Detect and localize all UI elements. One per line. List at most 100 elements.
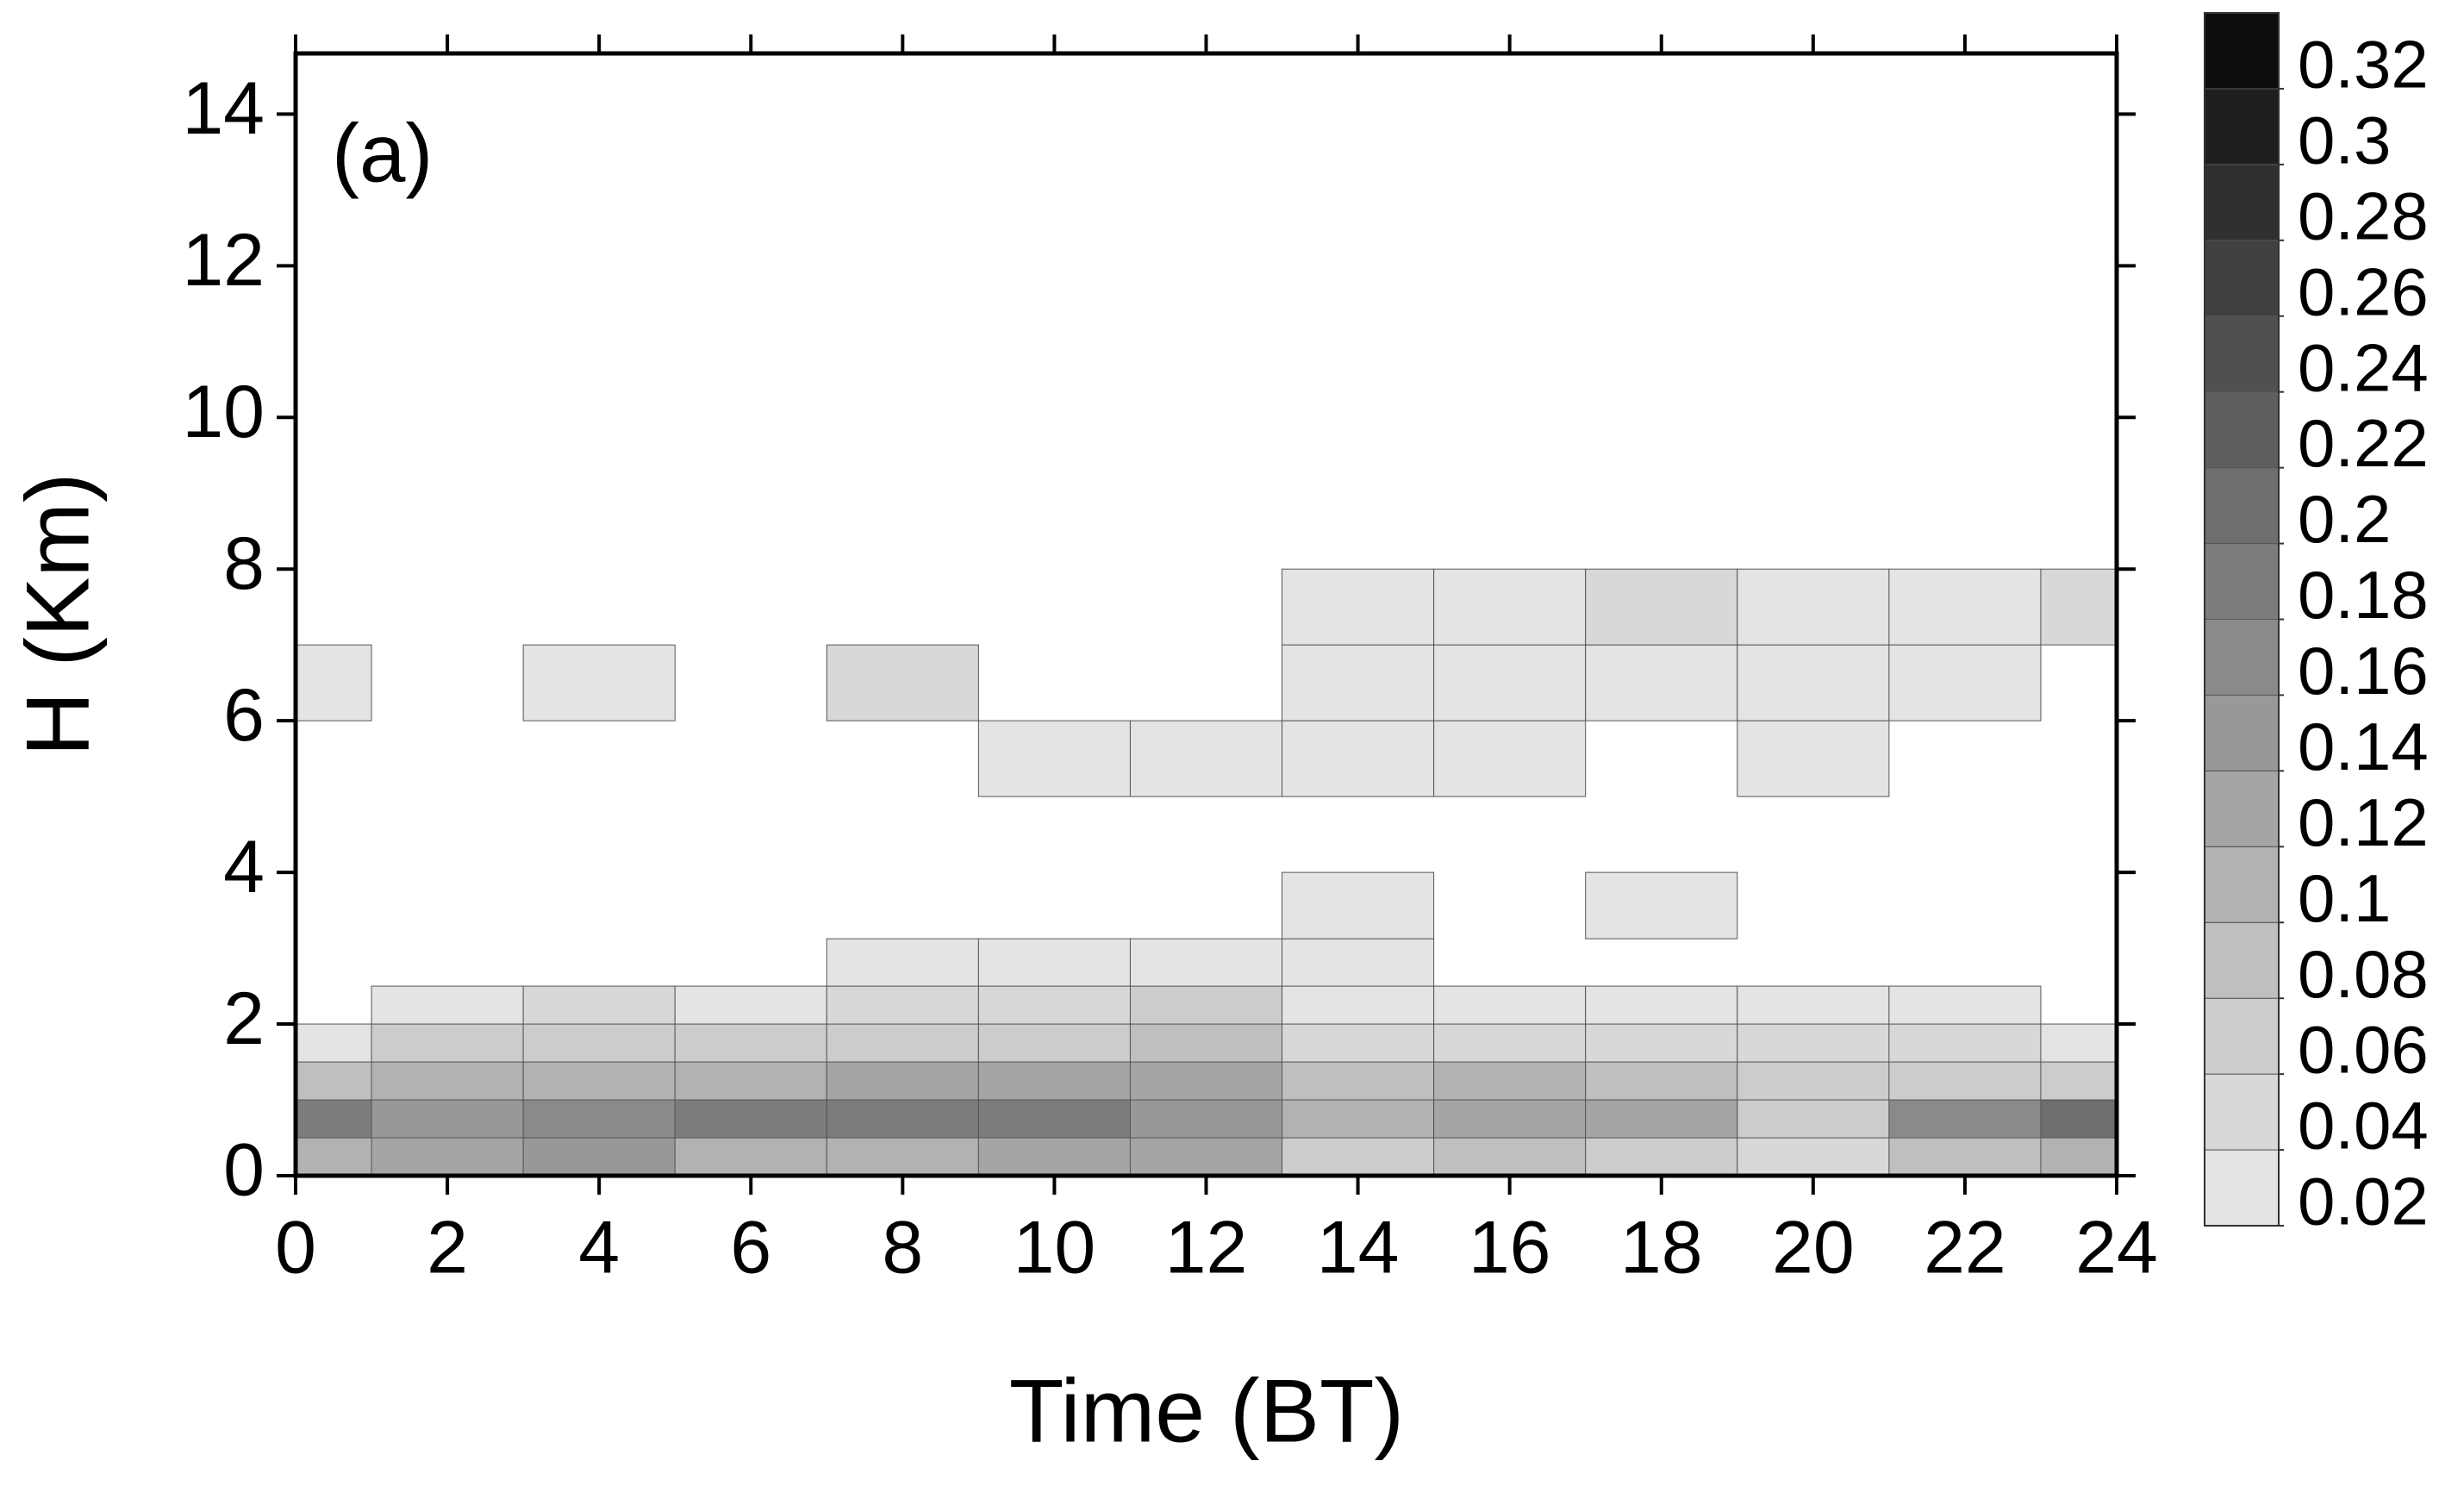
y-tick-label: 2 (223, 977, 265, 1060)
contour-cell (1585, 568, 1738, 646)
x-tick-label: 14 (1317, 1207, 1400, 1289)
contour-cell (523, 721, 675, 796)
contour-cell (1737, 985, 1890, 1025)
contour-cell (1130, 872, 1282, 939)
colorbar-band (2204, 1073, 2280, 1151)
y-axis-title: H (Km) (8, 472, 108, 756)
y-tick-label: 10 (182, 371, 265, 453)
colorbar-band (2204, 391, 2280, 469)
contour-cell (826, 1061, 979, 1101)
contour-cell (675, 939, 827, 986)
contour-cell (827, 872, 978, 939)
contour-cell (1586, 796, 1737, 872)
contour-cell (523, 872, 675, 939)
contour-cell (522, 985, 676, 1025)
colorbar-band (2204, 694, 2280, 771)
contour-cell (523, 939, 675, 986)
contour-cell (371, 1061, 524, 1101)
colorbar-band (2204, 12, 2280, 90)
contour-cell (1282, 644, 1435, 721)
y-tick-label: 12 (182, 219, 265, 302)
contour-cell (1129, 985, 1283, 1025)
contour-cell (1888, 985, 2042, 1025)
y-tick-label: 8 (223, 522, 265, 605)
colorbar-tick-label: 0.1 (2298, 860, 2391, 936)
contour-cell (1129, 1023, 1283, 1063)
contour-cell (978, 569, 1130, 645)
contour-cell (2041, 872, 2117, 939)
contour-cell (2041, 645, 2117, 721)
contour-cell (522, 1137, 676, 1177)
contour-cell (827, 796, 978, 872)
colorbar-tick-label: 0.26 (2298, 253, 2429, 329)
colorbar-band (2204, 921, 2280, 999)
colorbar-tick-label: 0.32 (2298, 27, 2429, 103)
contour-cell (1129, 938, 1283, 987)
contour-cell (296, 872, 371, 939)
contour-cell (1585, 644, 1738, 721)
y-tick-label: 4 (223, 826, 265, 908)
contour-cell (674, 1137, 827, 1177)
contour-cell (295, 1023, 372, 1063)
colorbar-tick-label: 0.18 (2298, 557, 2429, 633)
contour-cell (371, 872, 523, 939)
contour-cell (1434, 796, 1586, 872)
contour-cell (1888, 1099, 2042, 1139)
colorbar-band (2204, 164, 2280, 241)
contour-cell (978, 872, 1130, 939)
contour-cell (1888, 1137, 2042, 1177)
colorbar-tick-label: 0.02 (2298, 1164, 2429, 1239)
contour-cell (1888, 1061, 2042, 1101)
contour-cell (674, 1023, 827, 1063)
contour-cell (675, 645, 827, 721)
contour-cell (977, 1137, 1131, 1177)
colorbar-band (2204, 770, 2280, 847)
contour-cell (1282, 1137, 1435, 1177)
contour-cell (1585, 985, 1738, 1025)
contour-cell (1737, 872, 1889, 939)
contour-cell (2040, 568, 2118, 646)
contour-cell (1433, 568, 1587, 646)
contour-cell (1737, 720, 1890, 797)
contour-cell (371, 645, 523, 721)
contour-cell (1282, 568, 1435, 646)
contour-cell (296, 939, 371, 986)
contour-cell (1737, 644, 1890, 721)
contour-cell (1129, 1061, 1283, 1101)
contour-cell (295, 1061, 372, 1101)
contour-cell (295, 1137, 372, 1177)
contour-cell (1282, 938, 1435, 987)
contour-cell (1585, 1099, 1738, 1139)
contour-cell (826, 1137, 979, 1177)
contour-cell (1888, 568, 2042, 646)
x-tick-label: 8 (882, 1207, 923, 1289)
contour-cell (1434, 939, 1586, 986)
contour-cell (1433, 1137, 1587, 1177)
contour-cell (296, 569, 371, 645)
contour-cell (1130, 645, 1282, 721)
contour-cell (296, 986, 371, 1024)
contour-cell (371, 1137, 524, 1177)
contour-cell (826, 938, 979, 987)
contour-cell (371, 721, 523, 796)
contour-cell (523, 796, 675, 872)
contour-cell (1434, 872, 1586, 939)
contour-cell (1433, 985, 1587, 1025)
colorbar-tick-label: 0.04 (2298, 1088, 2429, 1164)
colorbar-tick-label: 0.24 (2298, 329, 2429, 405)
contour-cell (1282, 1099, 1435, 1139)
contour-cell (1433, 1023, 1587, 1063)
contour-cell (1737, 1023, 1890, 1063)
colorbar-band (2204, 240, 2280, 317)
x-axis-title: Time (BT) (1009, 1361, 1404, 1461)
contour-cell (1737, 1137, 1890, 1177)
contour-cell (1282, 1061, 1435, 1101)
contour-cell (827, 721, 978, 796)
colorbar-tick-label: 0.08 (2298, 936, 2429, 1012)
x-tick-label: 18 (1620, 1207, 1703, 1289)
contour-cell (371, 1023, 524, 1063)
contour-cell (1130, 796, 1282, 872)
contour-cell (978, 796, 1130, 872)
contour-cell (2041, 939, 2117, 986)
